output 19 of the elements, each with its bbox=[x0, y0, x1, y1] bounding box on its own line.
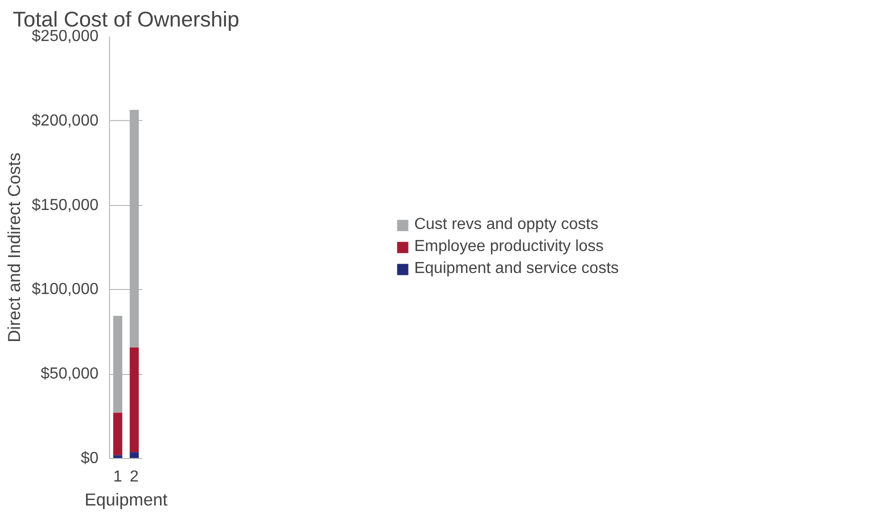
bar bbox=[113, 316, 122, 413]
x-tick-label: 1 bbox=[113, 468, 122, 486]
legend-label: Equipment and service costs bbox=[414, 260, 619, 278]
bar bbox=[130, 110, 139, 348]
y-tick-label: $100,000 bbox=[32, 281, 99, 298]
x-axis-title: Equipment bbox=[84, 490, 168, 510]
legend-label: Employee productivity loss bbox=[414, 238, 604, 256]
bar bbox=[113, 455, 122, 458]
y-tick-label: $150,000 bbox=[32, 196, 99, 214]
bar bbox=[130, 347, 139, 452]
x-tick-label: 2 bbox=[130, 468, 139, 486]
y-tick-label: $250,000 bbox=[32, 28, 99, 45]
y-tick-label: $50,000 bbox=[40, 366, 99, 383]
bar bbox=[130, 452, 139, 458]
y-axis-title: Direct and Indirect Costs bbox=[4, 152, 24, 342]
bar bbox=[113, 412, 122, 456]
y-tick-label: $200,000 bbox=[32, 112, 99, 130]
y-tick-label: $0 bbox=[80, 450, 99, 467]
legend-label: Cust revs and oppty costs bbox=[414, 216, 598, 234]
